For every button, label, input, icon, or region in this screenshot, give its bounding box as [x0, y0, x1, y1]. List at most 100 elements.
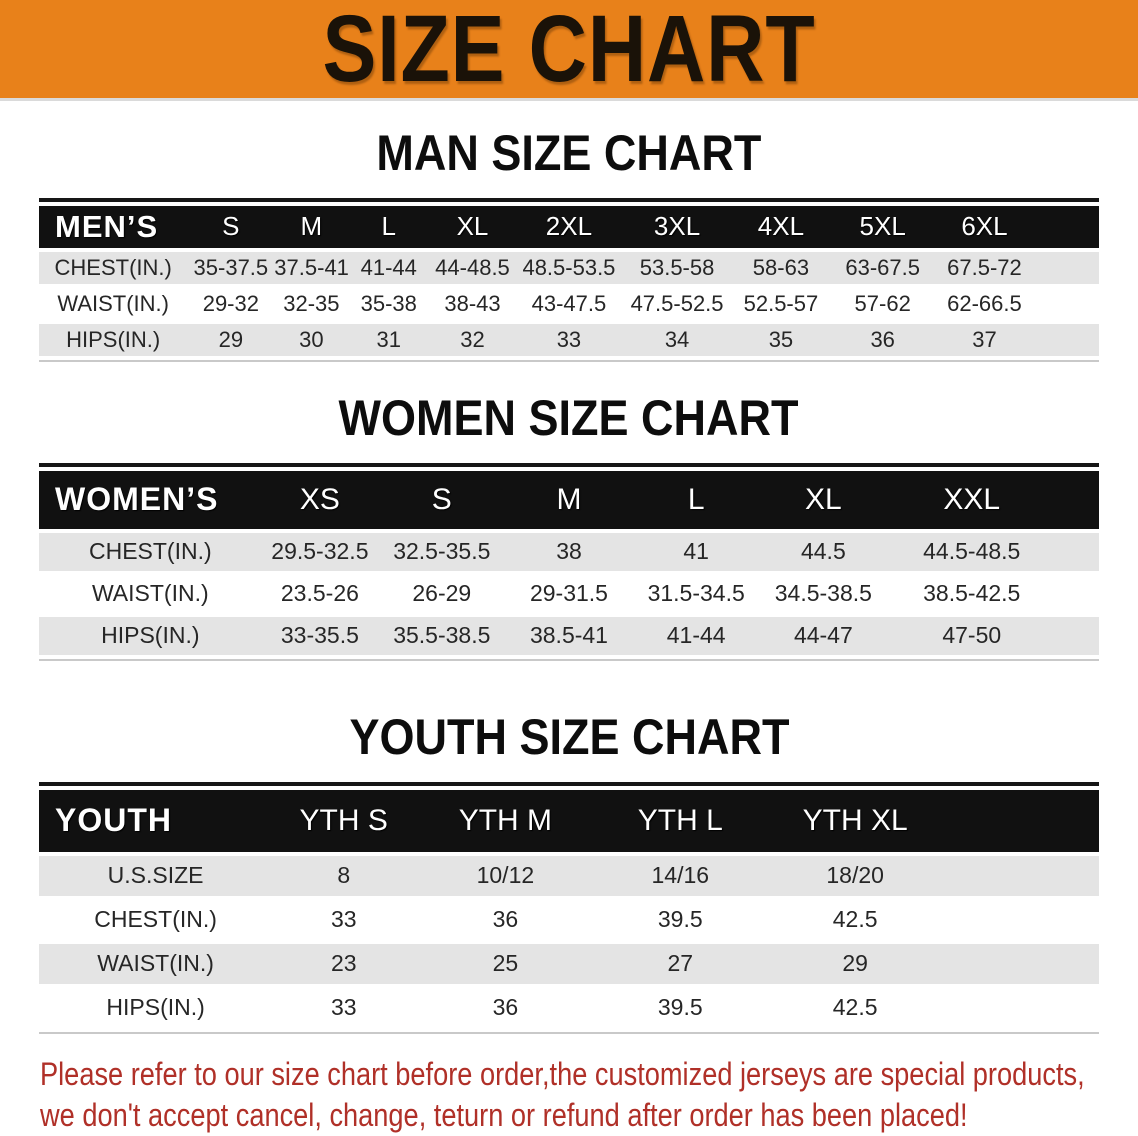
- spacer-cell: [1033, 251, 1099, 284]
- women-row: HIPS(IN.) 33-35.5 35.5-38.5 38.5-41 41-44 44-…: [39, 616, 1099, 655]
- data-cell: 62-66.5: [935, 287, 1034, 320]
- spacer-cell: [945, 789, 1099, 852]
- men-row: CHEST(IN.) 35-37.5 37.5-41 41-44 44-48.5 48.5…: [39, 251, 1099, 284]
- spacer-cell: [945, 899, 1099, 940]
- data-cell: 38.5-42.5: [886, 574, 1057, 613]
- spacer-cell: [1033, 323, 1099, 356]
- men-col-header: 6XL: [935, 205, 1034, 248]
- men-row: HIPS(IN.) 29 30 31 32 33 34 35 36 37: [39, 323, 1099, 356]
- spacer-cell: [945, 855, 1099, 896]
- youth-table-body: U.S.SIZE 8 10/12 14/16 18/20 CHEST(IN.) 33 36 39…: [39, 855, 1099, 1028]
- data-cell: 44.5: [759, 532, 887, 571]
- youth-col-header: YTH S: [272, 789, 416, 852]
- women-size-chart-title-text: WOMEN SIZE CHART: [339, 389, 799, 446]
- youth-size-table: YOUTH YTH S YTH M YTH L YTH XL U.S.SIZE 8 10/1…: [39, 781, 1099, 1034]
- data-cell: 53.5-58: [621, 251, 733, 284]
- data-cell: 38: [505, 532, 633, 571]
- row-label: WAIST(IN.): [39, 943, 273, 984]
- data-cell: 32: [429, 323, 516, 356]
- data-cell: 33: [272, 899, 416, 940]
- data-cell: 27: [595, 943, 766, 984]
- spacer-cell: [1056, 470, 1099, 529]
- women-row: WAIST(IN.) 23.5-26 26-29 29-31.5 31.5-34.5 34…: [39, 574, 1099, 613]
- men-col-header: 5XL: [829, 205, 936, 248]
- youth-row: CHEST(IN.) 33 36 39.5 42.5: [39, 899, 1099, 940]
- spacer-cell: [1033, 287, 1099, 320]
- data-cell: 39.5: [595, 899, 766, 940]
- men-table-header: MEN’S S M L XL 2XL 3XL 4XL 5XL 6XL: [39, 205, 1099, 248]
- men-col-header: S: [187, 205, 275, 248]
- women-col-header: L: [632, 470, 760, 529]
- spacer-cell: [945, 943, 1099, 984]
- data-cell: 10/12: [415, 855, 596, 896]
- data-cell: 29: [187, 323, 275, 356]
- data-cell: 58-63: [732, 251, 830, 284]
- spacer-cell: [1056, 616, 1099, 655]
- women-row: CHEST(IN.) 29.5-32.5 32.5-35.5 38 41 44.5 44.5…: [39, 532, 1099, 571]
- men-col-header: 4XL: [732, 205, 830, 248]
- data-cell: 30: [274, 323, 349, 356]
- data-cell: 42.5: [765, 899, 946, 940]
- youth-col-header: YTH XL: [765, 789, 946, 852]
- man-size-chart-title: MAN SIZE CHART: [0, 128, 1138, 178]
- data-cell: 23: [272, 943, 416, 984]
- youth-col-header: YTH M: [415, 789, 596, 852]
- data-cell: 44.5-48.5: [886, 532, 1057, 571]
- youth-header-row: YOUTH YTH S YTH M YTH L YTH XL: [39, 789, 1099, 852]
- data-cell: 26-29: [378, 574, 506, 613]
- data-cell: 33: [515, 323, 622, 356]
- women-size-chart-title: WOMEN SIZE CHART: [0, 393, 1138, 443]
- men-col-header: L: [348, 205, 430, 248]
- data-cell: 29: [765, 943, 946, 984]
- data-cell: 36: [415, 899, 596, 940]
- data-cell: 38.5-41: [505, 616, 633, 655]
- spacer-cell: [1056, 574, 1099, 613]
- women-col-header: M: [505, 470, 633, 529]
- row-label: CHEST(IN.): [39, 251, 188, 284]
- youth-row: WAIST(IN.) 23 25 27 29: [39, 943, 1099, 984]
- row-label: WAIST(IN.): [39, 574, 262, 613]
- row-label: U.S.SIZE: [39, 855, 273, 896]
- data-cell: 31: [348, 323, 430, 356]
- data-cell: 33-35.5: [261, 616, 379, 655]
- data-cell: 35-38: [348, 287, 430, 320]
- data-cell: 43-47.5: [515, 287, 622, 320]
- men-header-row: MEN’S S M L XL 2XL 3XL 4XL 5XL 6XL: [39, 205, 1099, 248]
- men-col-header: M: [274, 205, 349, 248]
- data-cell: 34: [621, 323, 733, 356]
- data-cell: 52.5-57: [732, 287, 830, 320]
- data-cell: 35-37.5: [187, 251, 275, 284]
- youth-row: HIPS(IN.) 33 36 39.5 42.5: [39, 987, 1099, 1028]
- men-col-header: XL: [429, 205, 516, 248]
- data-cell: 42.5: [765, 987, 946, 1028]
- women-col-header: S: [378, 470, 506, 529]
- youth-size-chart-title: YOUTH SIZE CHART: [0, 712, 1138, 762]
- data-cell: 35: [732, 323, 830, 356]
- data-cell: 37.5-41: [274, 251, 349, 284]
- row-label: HIPS(IN.): [39, 987, 273, 1028]
- women-size-table: WOMEN’S XS S M L XL XXL CHEST(IN.) 29.5-32.5 32.…: [39, 462, 1099, 661]
- data-cell: 47-50: [886, 616, 1057, 655]
- row-label: WAIST(IN.): [39, 287, 188, 320]
- women-table-label: WOMEN’S: [39, 470, 262, 529]
- data-cell: 38-43: [429, 287, 516, 320]
- men-row: WAIST(IN.) 29-32 32-35 35-38 38-43 43-47.5 47.…: [39, 287, 1099, 320]
- footer-line-2: we don't accept cancel, change, teturn o…: [40, 1096, 968, 1133]
- footer-disclaimer: Please refer to our size chart before or…: [40, 1054, 1138, 1136]
- spacer-cell: [1056, 532, 1099, 571]
- row-label: HIPS(IN.): [39, 616, 262, 655]
- spacer-cell: [1033, 205, 1099, 248]
- data-cell: 39.5: [595, 987, 766, 1028]
- data-cell: 32-35: [274, 287, 349, 320]
- data-cell: 29-32: [187, 287, 275, 320]
- data-cell: 23.5-26: [261, 574, 379, 613]
- women-table-body: CHEST(IN.) 29.5-32.5 32.5-35.5 38 41 44.5 44.5…: [39, 532, 1099, 655]
- data-cell: 29-31.5: [505, 574, 633, 613]
- data-cell: 32.5-35.5: [378, 532, 506, 571]
- data-cell: 25: [415, 943, 596, 984]
- men-table-label: MEN’S: [39, 205, 188, 248]
- women-header-row: WOMEN’S XS S M L XL XXL: [39, 470, 1099, 529]
- row-label: CHEST(IN.): [39, 899, 273, 940]
- data-cell: 37: [935, 323, 1034, 356]
- row-label: CHEST(IN.): [39, 532, 262, 571]
